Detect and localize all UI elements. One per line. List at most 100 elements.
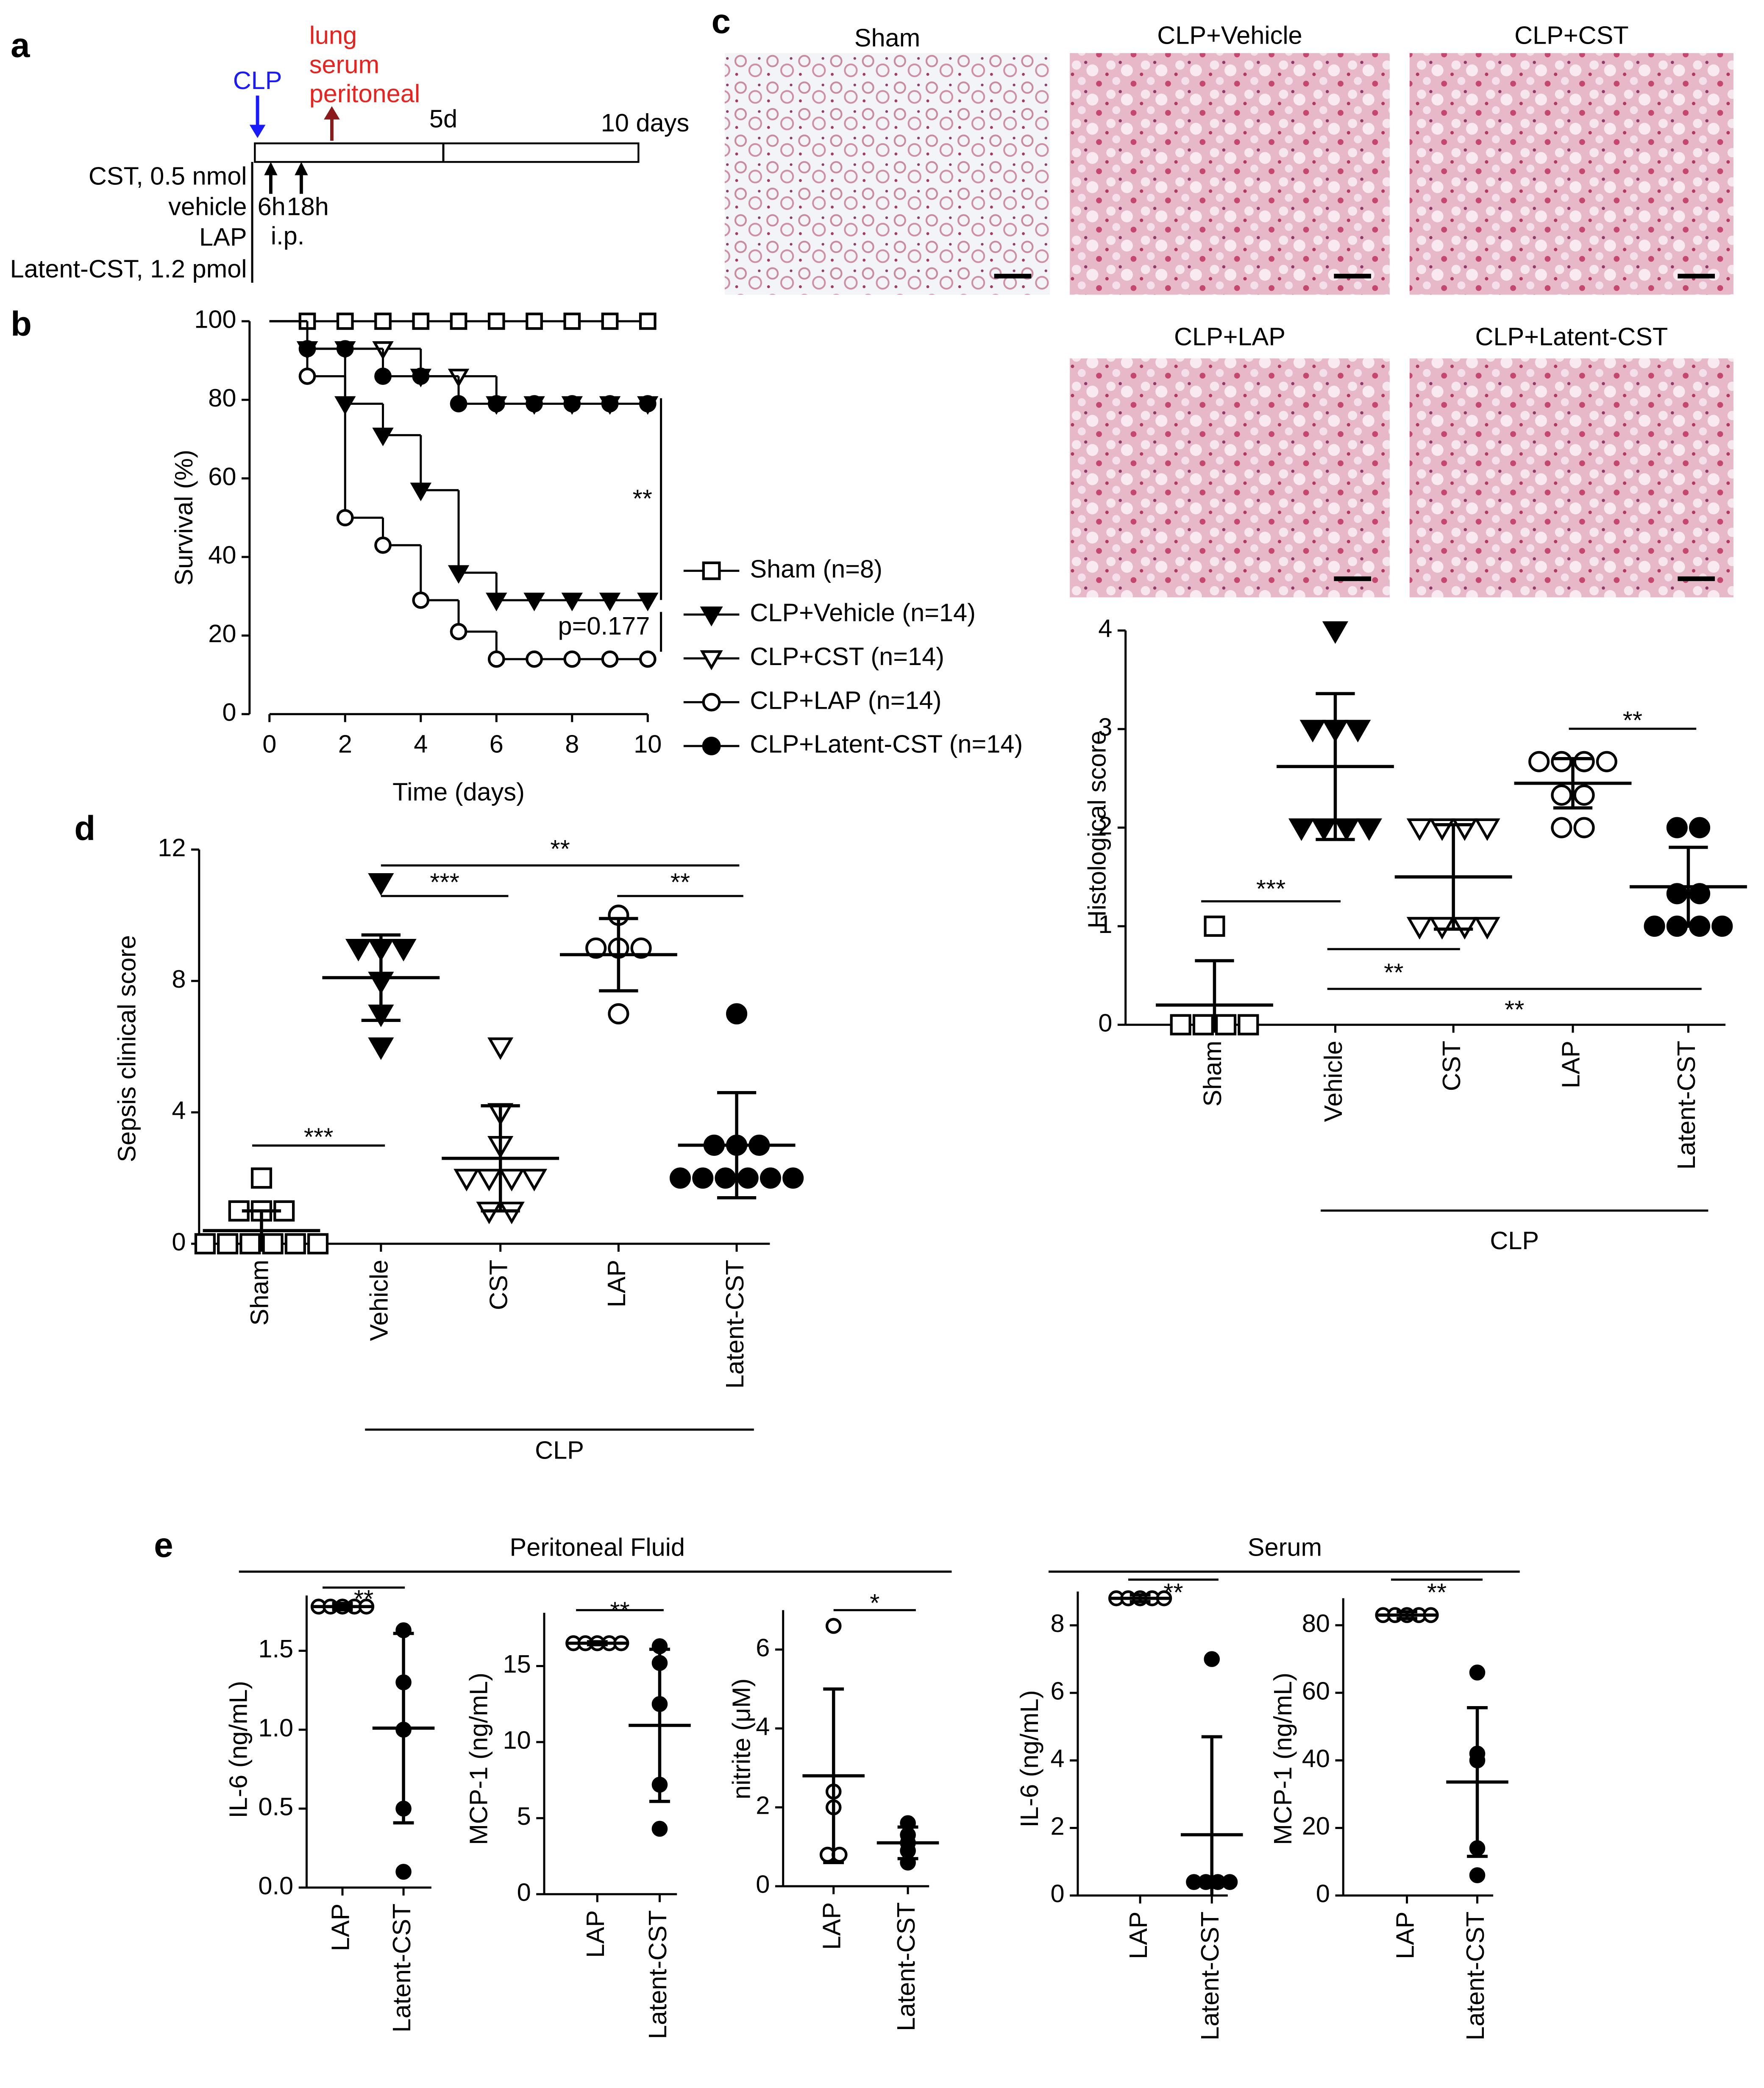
- image-title: CLP+Vehicle: [1157, 21, 1302, 49]
- y-axis-label: IL-6 (ng/mL): [224, 1681, 253, 1818]
- y-tick-label: 100: [194, 305, 236, 334]
- x-tick-label: 8: [565, 730, 579, 758]
- legend-label: CLP+Vehicle (n=14): [750, 599, 976, 627]
- y-tick-label: 0: [222, 698, 236, 727]
- data-point: [412, 312, 430, 330]
- data-point: [374, 367, 392, 385]
- y-axis-label: Histological score: [1083, 731, 1111, 928]
- data-point: [1238, 1014, 1259, 1036]
- data-point: [486, 593, 507, 612]
- data-point: [1299, 720, 1326, 743]
- data-point: [760, 1167, 781, 1189]
- arrow-head: [264, 162, 278, 175]
- x-tick-label: LAP: [1391, 1911, 1419, 1959]
- y-axis-label: nitrite (μM): [727, 1679, 755, 1800]
- data-point: [1288, 818, 1315, 841]
- x-tick-label: Sham: [245, 1260, 274, 1325]
- data-point: [307, 1233, 329, 1255]
- data-point: [372, 427, 394, 446]
- data-point: [1573, 784, 1595, 806]
- treatment: Latent-CST, 1.2 pmol: [10, 255, 247, 283]
- data-point: [1170, 1014, 1191, 1036]
- annotation: p=0.177: [558, 612, 650, 640]
- y-tick-label: 0: [1098, 1008, 1112, 1037]
- y-tick-label: 4: [1098, 614, 1112, 643]
- data-point: [526, 650, 543, 668]
- data-point: [639, 312, 657, 330]
- significance-label: **: [610, 1597, 629, 1625]
- x-axis-label: Time (days): [392, 777, 525, 806]
- panel-label: a: [11, 26, 30, 64]
- data-point: [1551, 751, 1572, 772]
- timeline-mid: 5d: [429, 105, 457, 133]
- data-point: [601, 312, 619, 330]
- y-tick-label: 20: [1302, 1812, 1330, 1840]
- y-tick-label: 40: [1302, 1744, 1330, 1773]
- x-tick-label: LAP: [581, 1910, 609, 1957]
- data-point: [454, 1169, 480, 1192]
- group-title: Serum: [1248, 1533, 1322, 1561]
- image-title: Sham: [854, 24, 920, 52]
- data-point: [1666, 883, 1688, 905]
- y-tick-label: 60: [208, 462, 236, 490]
- y-axis-label: Sepsis clinical score: [113, 935, 141, 1162]
- data-point: [450, 395, 467, 412]
- data-point: [1452, 818, 1478, 841]
- x-tick-label: LAP: [326, 1904, 355, 1951]
- data-point: [1573, 751, 1595, 772]
- timeline-harvest: serum: [309, 50, 379, 78]
- legend-marker: [702, 737, 721, 755]
- data-point: [782, 1167, 804, 1189]
- y-tick-label: 0: [517, 1878, 531, 1907]
- significance-label: **: [1505, 995, 1524, 1024]
- legend-marker: [700, 650, 723, 671]
- data-point: [412, 367, 430, 385]
- data-point: [1204, 1651, 1220, 1667]
- y-tick-label: 6: [756, 1633, 770, 1662]
- y-tick-label: 5: [517, 1802, 531, 1830]
- y-tick-label: 80: [1302, 1609, 1330, 1637]
- y-axis-label: MCP-1 (ng/mL): [1269, 1673, 1297, 1845]
- y-tick-label: 8: [172, 965, 186, 993]
- histology-image: [1070, 53, 1390, 295]
- x-tick-label: LAP: [1557, 1041, 1585, 1088]
- y-tick-label: 12: [158, 833, 186, 862]
- y-tick-label: 1.5: [258, 1634, 293, 1663]
- y-tick-label: 3: [1098, 713, 1112, 741]
- y-tick-label: 0.5: [258, 1793, 293, 1821]
- data-point: [1345, 720, 1371, 743]
- data-point: [563, 395, 581, 412]
- data-point: [374, 536, 392, 554]
- legend-marker: [702, 693, 721, 712]
- data-point: [217, 1233, 239, 1255]
- data-point: [298, 367, 316, 385]
- arrow-head: [295, 162, 308, 175]
- y-tick-label: 40: [208, 541, 236, 569]
- y-axis-label: Survival (%): [170, 450, 198, 586]
- x-tick-label: Vehicle: [365, 1260, 393, 1341]
- timeline-harvest: peritoneal: [309, 79, 420, 108]
- data-point: [498, 1169, 525, 1192]
- histology-image: [1070, 358, 1390, 598]
- x-tick-label: Latent-CST: [892, 1902, 920, 2031]
- panel-label: e: [154, 1526, 173, 1565]
- legend-marker: [702, 561, 721, 580]
- data-point: [395, 1864, 412, 1880]
- data-point: [368, 1037, 394, 1060]
- data-point: [450, 623, 467, 640]
- arrow-head: [324, 106, 340, 120]
- data-point: [601, 395, 619, 412]
- data-point: [563, 312, 581, 330]
- significance-label: **: [671, 868, 690, 896]
- data-point: [1356, 818, 1382, 841]
- data-point: [487, 312, 505, 330]
- data-point: [639, 395, 657, 412]
- data-point: [1474, 917, 1500, 940]
- y-tick-label: 1.0: [258, 1713, 293, 1742]
- data-point: [1429, 818, 1455, 841]
- y-tick-label: 0: [1051, 1879, 1065, 1908]
- x-tick-label: CST: [484, 1260, 512, 1310]
- data-point: [1406, 818, 1433, 841]
